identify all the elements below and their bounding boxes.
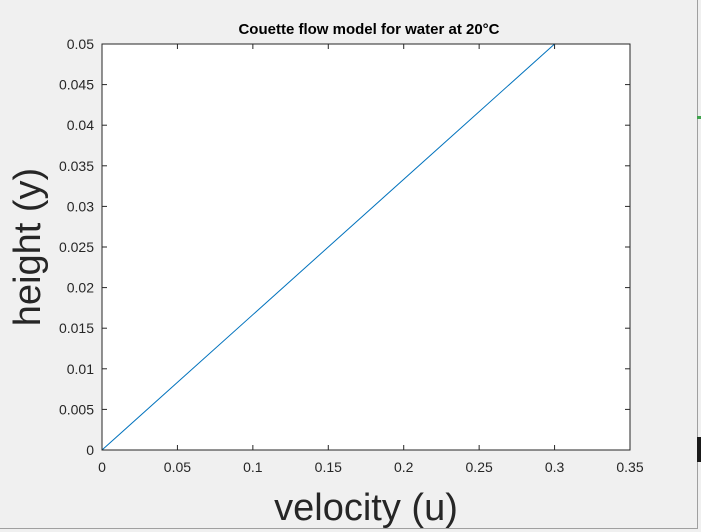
y-tick-label: 0.04 bbox=[67, 117, 94, 133]
x-tick-label: 0.25 bbox=[466, 459, 493, 475]
y-tick-label: 0.025 bbox=[59, 239, 94, 255]
y-tick-label: 0.005 bbox=[59, 401, 94, 417]
y-tick-label: 0.01 bbox=[67, 361, 94, 377]
window-edge-mark bbox=[697, 437, 701, 462]
y-axis-label: height (y) bbox=[7, 168, 49, 326]
ticks-layer: 0 0.05 0.1 0.15 0.2 0.25 0.3 0.35 0 0.005 0.01 0.01… bbox=[59, 36, 644, 475]
x-tick-label: 0.05 bbox=[164, 459, 191, 475]
x-tick-label: 0.3 bbox=[545, 459, 565, 475]
y-tick-label: 0.02 bbox=[67, 280, 94, 296]
y-tick-label: 0.03 bbox=[67, 198, 94, 214]
y-tick-label: 0.015 bbox=[59, 320, 94, 336]
axes-box bbox=[101, 43, 631, 451]
y-tick-label: 0.05 bbox=[67, 36, 94, 52]
window-edge-tick bbox=[697, 116, 701, 119]
x-axis-label: velocity (u) bbox=[274, 487, 458, 528]
y-tick-label: 0 bbox=[86, 442, 94, 458]
x-tick-label: 0 bbox=[98, 459, 106, 475]
x-tick-label: 0.2 bbox=[394, 459, 414, 475]
x-tick-label: 0.15 bbox=[315, 459, 342, 475]
y-tick-label: 0.045 bbox=[59, 77, 94, 93]
series-layer bbox=[101, 43, 555, 451]
chart-title: Couette flow model for water at 20°C bbox=[238, 21, 499, 38]
series-line bbox=[101, 43, 555, 451]
plot-area bbox=[102, 44, 630, 450]
x-tick-label: 0.1 bbox=[243, 459, 263, 475]
x-tick-label: 0.35 bbox=[616, 459, 643, 475]
y-tick-label: 0.035 bbox=[59, 158, 94, 174]
